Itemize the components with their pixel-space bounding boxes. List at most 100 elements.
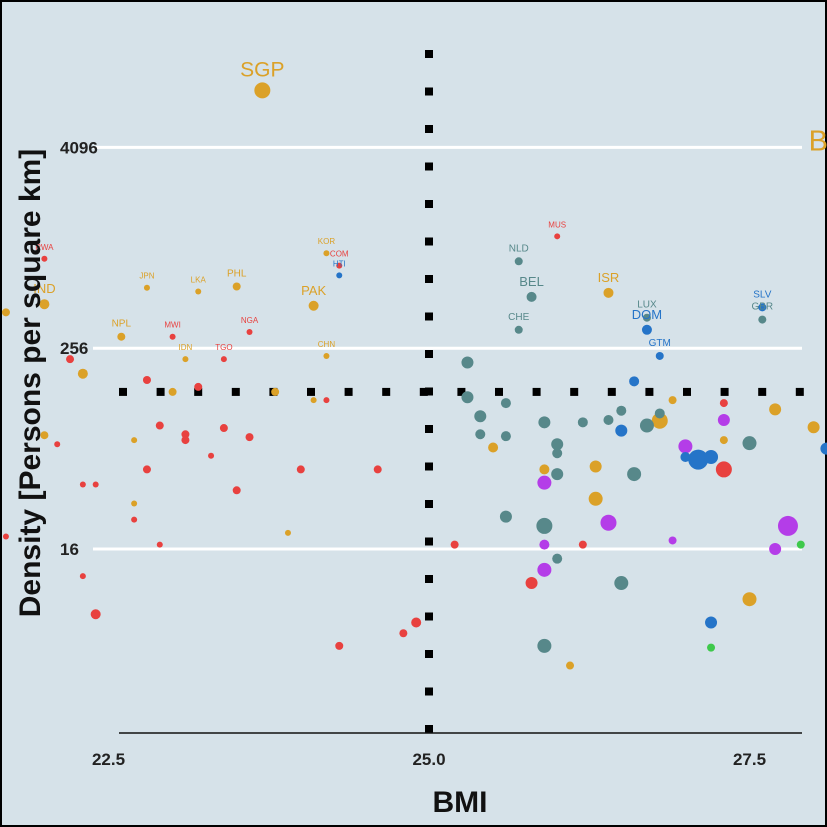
point-label-gbr: GBR xyxy=(751,302,773,313)
data-point xyxy=(615,424,628,437)
x-tick-label: 27.5 xyxy=(733,750,766,769)
data-point xyxy=(373,465,382,474)
data-point xyxy=(155,421,164,430)
hline-dot xyxy=(119,387,127,396)
data-point xyxy=(616,405,627,416)
point-label-nga: NGA xyxy=(241,316,259,325)
hline-dot xyxy=(720,387,729,396)
data-point-mwi xyxy=(169,333,176,340)
data-point xyxy=(499,510,512,523)
data-point xyxy=(600,514,617,531)
data-point xyxy=(589,460,602,473)
data-point xyxy=(461,391,474,404)
hline-dot xyxy=(532,387,541,396)
data-point xyxy=(654,408,665,419)
data-point xyxy=(92,481,99,488)
data-point xyxy=(707,643,716,652)
data-point xyxy=(705,616,718,629)
data-point xyxy=(131,500,138,507)
vline-dot xyxy=(425,725,433,733)
point-label-chn: CHN xyxy=(318,340,336,349)
data-point xyxy=(79,481,86,488)
data-point xyxy=(704,449,719,464)
data-point xyxy=(181,430,190,439)
x-tick-label: 22.5 xyxy=(92,750,125,769)
vline-dot xyxy=(425,125,433,133)
data-point xyxy=(131,437,138,444)
hline-dot xyxy=(683,387,691,396)
data-point xyxy=(537,562,552,577)
data-point xyxy=(629,376,640,387)
vline-dot xyxy=(425,275,433,283)
point-label-bel: BEL xyxy=(519,274,544,289)
data-point-tgo xyxy=(220,356,227,363)
vline-dot xyxy=(425,425,433,433)
data-point xyxy=(537,475,552,490)
hline-dot xyxy=(758,387,767,396)
x-tick-label: 25.0 xyxy=(412,750,445,769)
data-point xyxy=(474,410,487,423)
hline-dot xyxy=(344,387,353,396)
data-point xyxy=(79,573,86,580)
point-label-npl: NPL xyxy=(112,319,132,330)
data-point xyxy=(77,368,88,379)
data-point xyxy=(168,387,177,396)
data-points xyxy=(1,82,827,670)
data-point-nld xyxy=(514,257,523,266)
data-point xyxy=(40,431,49,440)
data-point xyxy=(719,436,728,445)
vline-dot xyxy=(425,87,433,96)
vline-dot xyxy=(425,462,433,471)
data-point-nga xyxy=(246,329,253,336)
data-point-chn xyxy=(323,352,330,359)
data-point-pak xyxy=(308,300,319,311)
median-reference-lines xyxy=(119,50,804,733)
point-label-isr: ISR xyxy=(598,270,620,285)
data-point xyxy=(552,448,563,459)
data-point xyxy=(566,661,575,670)
data-point-slv xyxy=(758,303,767,312)
data-point xyxy=(680,451,691,462)
data-point xyxy=(399,629,408,638)
y-tick-label: 256 xyxy=(60,339,88,358)
data-point-hti xyxy=(336,272,343,279)
point-labels: SGPBHRQATKWTBGDBDIRWAINDKORCOMHTIJPNLKAP… xyxy=(33,58,827,352)
data-point xyxy=(475,429,486,440)
data-point-bel xyxy=(526,291,537,302)
data-point xyxy=(245,433,254,442)
data-point xyxy=(194,382,203,391)
data-point xyxy=(131,516,138,523)
data-point xyxy=(742,592,757,607)
data-point xyxy=(717,413,730,426)
hline-dot xyxy=(495,387,503,396)
data-point xyxy=(807,421,820,434)
data-point xyxy=(688,449,709,470)
data-point-idn xyxy=(182,356,189,363)
data-point-che xyxy=(514,325,523,334)
data-point-ind xyxy=(39,299,50,310)
vline-dot xyxy=(425,575,433,583)
data-point xyxy=(539,464,550,475)
point-label-lka: LKA xyxy=(191,276,207,285)
data-point xyxy=(742,436,757,451)
data-point xyxy=(715,461,732,478)
data-point xyxy=(271,387,280,396)
hline-dot xyxy=(382,387,391,396)
point-label-lux: LUX xyxy=(637,300,657,311)
data-point xyxy=(577,417,588,428)
point-label-idn: IDN xyxy=(179,343,193,352)
x-axis-title: BMI xyxy=(433,786,488,819)
vline-dot xyxy=(425,612,433,621)
data-point-lux xyxy=(642,313,651,322)
data-point xyxy=(668,536,677,545)
data-point xyxy=(539,539,550,550)
data-point xyxy=(54,441,61,448)
data-point xyxy=(219,424,228,433)
x-tick-labels: 22.525.027.530.0 xyxy=(92,750,766,769)
hline-dot xyxy=(795,387,804,396)
data-point-npl xyxy=(117,332,126,341)
data-point-mus xyxy=(554,233,561,240)
data-point xyxy=(500,398,511,409)
data-point xyxy=(335,641,344,650)
vline-dot xyxy=(425,387,433,396)
